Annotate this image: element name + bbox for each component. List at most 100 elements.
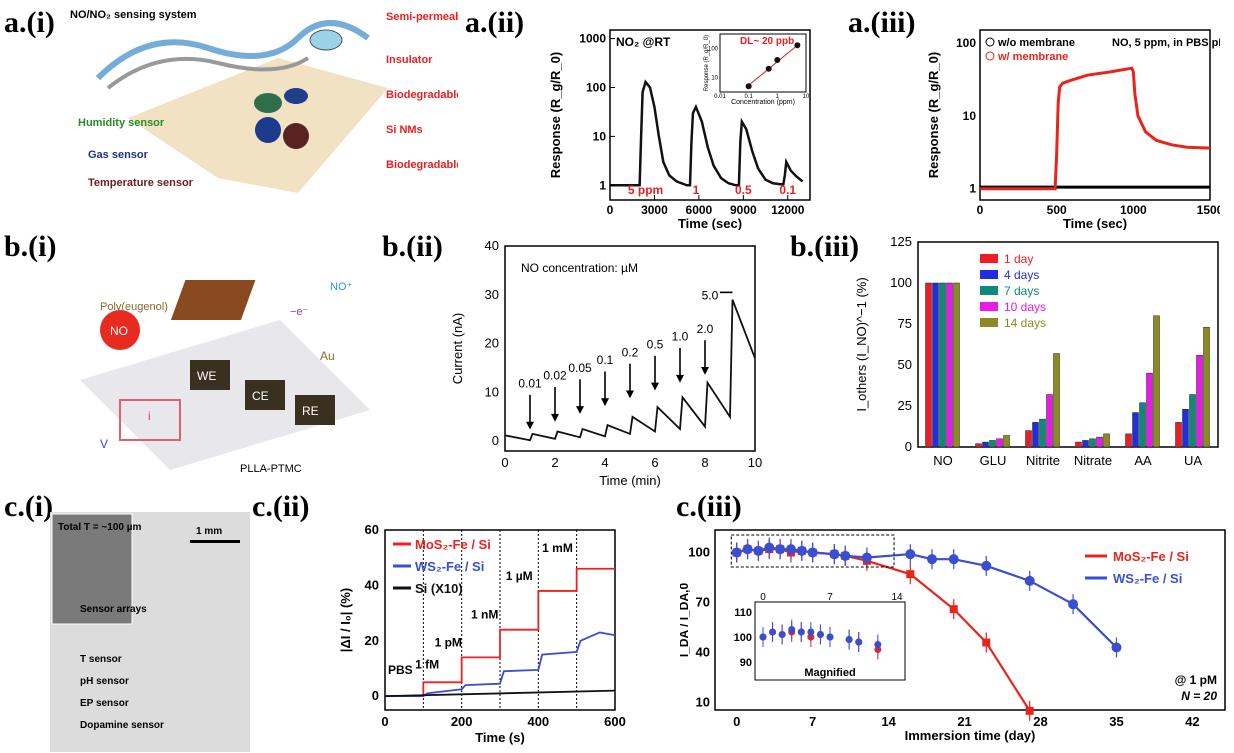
b2-arrow-head [576,406,584,414]
c3-point [1111,642,1122,653]
b3-ytick-label: 25 [898,398,912,413]
a3-ylabel: Response (R_g/R_0) [926,52,941,178]
b3-category-label: UA [1184,453,1202,468]
b3-bar-Nitrite-2 [1039,418,1046,448]
c3-point [1024,575,1035,586]
label-t-sensor: T sensor [80,654,122,665]
a2-inset-xtick-label: 10 [803,94,810,100]
c3-inset-point [807,628,815,636]
b3-bar-AA-3 [1146,372,1153,448]
a2-ytick-label: 1 [599,178,606,192]
b2-arrow-head [676,374,684,383]
label-electron: −e⁻ [290,306,309,318]
electrochemical-sensor-illustration: Poly(eugenol) NO NO⁺ −e⁻ Au WE CE RE i V… [80,280,370,475]
label-ph-sensor: pH sensor [80,676,129,687]
b3-legend-label: 7 days [1004,284,1039,298]
label-gas: Gas sensor [88,149,149,161]
a2-inset-ytick-label: 100 [708,47,719,53]
label-membrane: Semi-permeable membrane [386,11,458,23]
b3-bar-NO-3 [946,282,953,448]
c3-point [927,554,938,565]
c2-ylabel: |ΔI / I₀| (%) [338,588,353,652]
c3-point [1025,706,1034,715]
label-i: i [148,409,151,423]
a2-concentration-label: 1 [693,183,700,197]
c2-series-1-line [385,631,616,698]
b2-xtick-label: 10 [748,455,762,470]
humidity-pad [254,93,282,113]
b2-concentration-label: 0.1 [597,353,614,367]
label-plla-ptmc: PLLA-PTMC [240,463,302,475]
a2-concentration-label: 5 ppm [628,183,663,197]
b3-bar-UA-2 [1189,394,1196,448]
b3-legend-label: 10 days [1004,300,1046,314]
c2-legend-label: WS₂-Fe / Si [415,559,484,574]
inset-photo [51,513,133,625]
a3-series-1-line [980,66,1211,191]
insulator-dome [309,29,343,51]
b3-bar-UA-4 [1203,327,1210,448]
c3-point [905,549,916,560]
c3-legend-label: WS₂-Fe / Si [1113,571,1182,586]
a2-inset-label: DL~ 20 ppb [740,36,794,47]
c3-point [731,547,742,558]
b3-bar-Nitrate-0 [1075,441,1082,448]
a2-xtick-label: 0 [607,203,614,217]
b3-bar-Nitrite-1 [1032,422,1039,448]
b2-concentration-label: 0.2 [622,345,639,359]
a3-legend-label: w/o membrane [997,37,1075,49]
b3-bar-Nitrate-3 [1096,436,1103,448]
c3-point [861,552,872,563]
membrane-shape [95,20,370,81]
b3-bar-NO-4 [953,282,960,448]
c3-annotation-n: N = 20 [1181,689,1217,703]
c3-ylabel: I_DA / I_DA,0 [680,583,691,658]
a2-xlabel: Time (sec) [678,216,742,230]
c3-xlabel: Immersion time (day) [905,728,1036,743]
current-loop [119,399,181,441]
a3-legend-marker [985,51,995,61]
c3-point [829,549,840,560]
b3-bar-UA-0 [1175,422,1182,448]
b3-bar-Nitrate-4 [1103,433,1110,448]
c3-xtick-label: 14 [881,714,896,729]
a3-frame [979,29,1211,201]
c3-xtick-label: 35 [1109,714,1123,729]
b3-bar-AA-2 [1139,402,1146,448]
a3-xtick-label: 1500 [1197,203,1220,217]
b2-arrow-head [601,398,609,407]
ce-pad [245,380,285,410]
b3-bar-Nitrite-0 [1025,430,1032,448]
b3-legend-swatch [980,254,998,263]
dopamine-sensor-illustration: Total T = ~100 µm 1 mm Sensor arrays T s… [50,512,250,752]
a3-xlabel: Time (sec) [1063,216,1127,230]
c2-xtick-label: 400 [527,714,549,729]
panel-label-c2: c.(ii) [252,490,310,523]
c3-inset-point [759,633,767,641]
c3-ytick-label: 100 [688,545,710,560]
label-si-nms: Si NMs [386,124,423,136]
b2-title: NO concentration: µM [521,261,638,275]
b3-legend-swatch [980,302,998,311]
b2-xtick-label: 0 [501,455,508,470]
b3-legend-swatch [980,286,998,295]
c2-ytick-label: 0 [372,688,379,703]
b3-ytick-label: 75 [898,316,912,331]
a2-inset-frame [719,33,807,93]
c3-point [785,544,796,555]
a2-title: NO₂ @RT [616,35,671,49]
no-molecule [100,310,140,350]
b3-legend-label: 14 days [1004,316,1046,330]
b2-concentration-label: 0.05 [568,361,592,375]
a2-inset-xtick-label: 0.01 [714,94,726,100]
substrate-sheet [80,320,370,470]
c3-inset-xtick-label: 14 [891,592,903,603]
a3-legend-label: w/ membrane [997,51,1068,63]
c3-point [796,545,807,556]
illustration-title: NO/NO₂ sensing system [70,9,197,21]
b3-bar-Nitrate-2 [1089,438,1096,448]
chart-b3: NO GLU Nitrite Nitrate AA UA 0 25 50 75 100 125 I_ot… [854,234,1219,468]
a2-ylabel: Response (R_g/R_0) [548,52,563,178]
a3-ytick-label: 100 [956,36,976,50]
b3-bar-GLU-2 [989,440,996,448]
